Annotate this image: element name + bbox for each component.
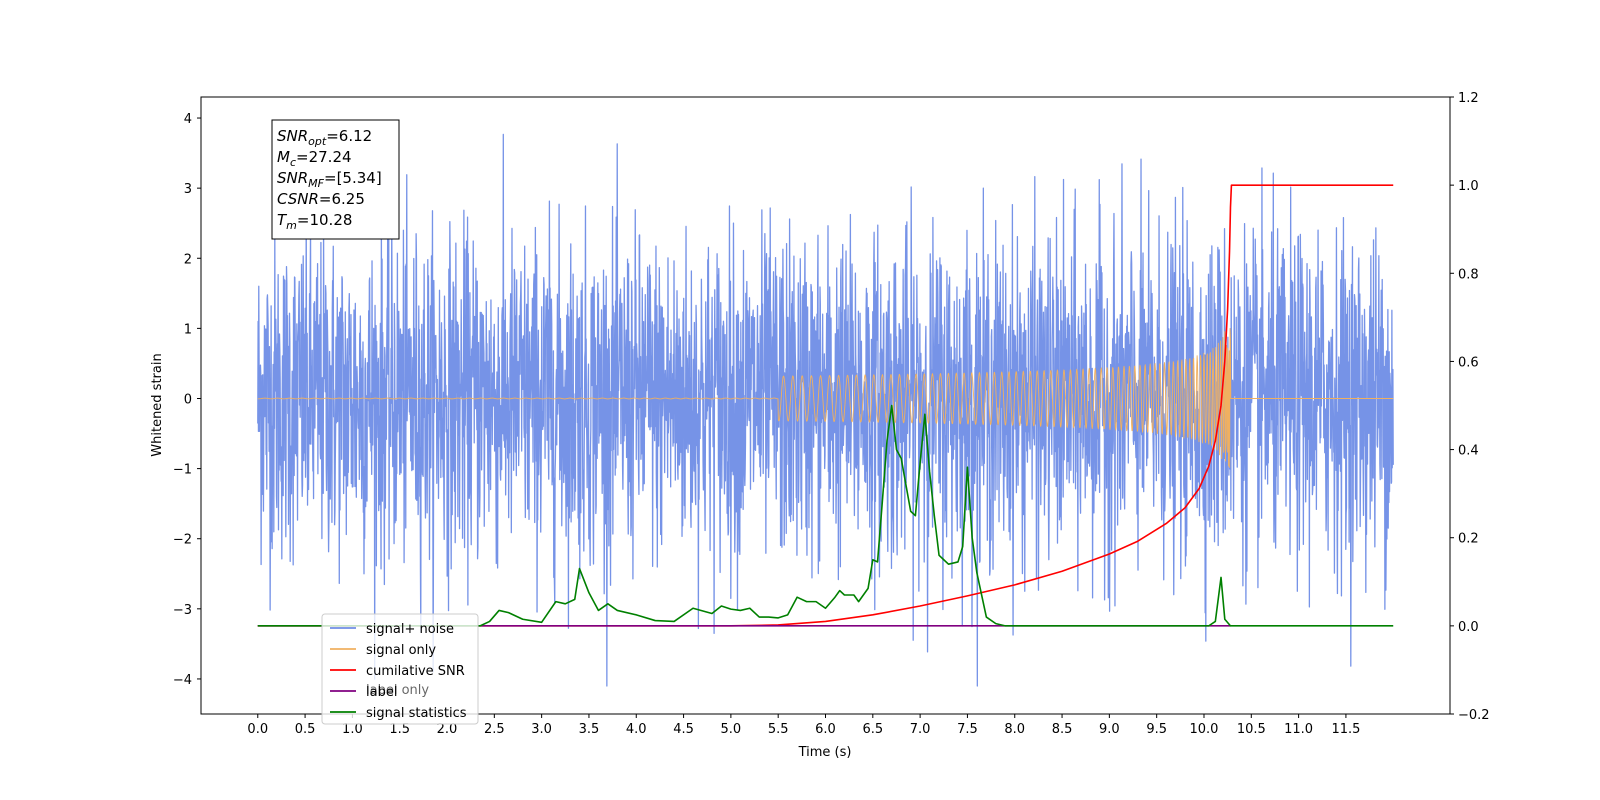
- y-right-tick-label-4: 0.4: [1458, 444, 1479, 459]
- x-tick-label-9: 4.5: [673, 722, 694, 737]
- x-tick-label-3: 1.5: [389, 722, 410, 737]
- stats-line-0: SNRopt=6.12: [277, 127, 372, 148]
- y-right-tick-label-6: 0.0: [1458, 620, 1479, 635]
- x-tick-label-18: 9.0: [1099, 722, 1120, 737]
- stats-line-4: Tm=10.28: [277, 211, 352, 232]
- x-axis-label: Time (s): [798, 745, 852, 760]
- y-left-tick-label-5: −1: [173, 463, 192, 478]
- stats-box-frame: [271, 119, 400, 240]
- x-tick-label-15: 7.5: [957, 722, 978, 737]
- y-left-tick-label-4: 0: [184, 392, 192, 407]
- y-right-tick-label-7: −0.2: [1458, 708, 1490, 723]
- legend-label-hidden: label only: [366, 683, 429, 698]
- y-axis-label-left: Whitened strain: [150, 353, 165, 456]
- y-right-tick-label-3: 0.6: [1458, 355, 1479, 370]
- legend-label-2: cumilative SNR: [366, 664, 465, 679]
- stats-box: SNRopt=6.12Mc=27.24SNRMF=[5.34]CSNR=6.25…: [271, 119, 400, 240]
- stats-line-3: CSNR=6.25: [277, 190, 365, 208]
- x-tick-label-22: 11.0: [1284, 722, 1313, 737]
- stats-lines: SNRopt=6.12Mc=27.24SNRMF=[5.34]CSNR=6.25…: [277, 127, 382, 232]
- y-right-tick-label-0: 1.2: [1458, 91, 1479, 106]
- x-tick-label-21: 10.5: [1237, 722, 1266, 737]
- y-left-tick-label-2: 2: [184, 252, 192, 267]
- x-ticks: 0.0 0.5 1.0 1.5 2.0 2.5 3.0 3.5 4.0 4.5 5.0 5.5 6.0 6…: [247, 714, 1360, 737]
- x-tick-label-8: 4.0: [626, 722, 647, 737]
- x-tick-label-1: 0.5: [295, 722, 316, 737]
- series-layer: [257, 133, 1394, 687]
- y-right-tick-label-5: 0.2: [1458, 532, 1479, 547]
- x-tick-label-11: 5.5: [768, 722, 789, 737]
- y-right-tick-label-2: 0.8: [1458, 267, 1479, 282]
- y-left-tick-label-8: −4: [173, 673, 192, 688]
- x-tick-label-16: 8.0: [1004, 722, 1025, 737]
- legend-label-0: signal+ noise: [366, 622, 454, 637]
- legend-label-1: signal only: [366, 643, 436, 658]
- x-tick-label-13: 6.5: [862, 722, 883, 737]
- y-left-tick-label-7: −3: [173, 603, 192, 618]
- legend-frame: [321, 613, 479, 725]
- series-line-2: [257, 184, 1394, 627]
- x-tick-label-6: 3.0: [531, 722, 552, 737]
- x-tick-label-7: 3.5: [579, 722, 600, 737]
- series-line-0: [257, 133, 1394, 687]
- x-tick-label-4: 2.0: [437, 722, 458, 737]
- y-ticks-left: 4 3 2 1 0 −1 −2 −3 −4: [173, 112, 201, 688]
- x-tick-label-19: 9.5: [1146, 722, 1167, 737]
- x-tick-label-14: 7.0: [910, 722, 931, 737]
- x-tick-label-0: 0.0: [247, 722, 268, 737]
- x-tick-label-17: 8.5: [1052, 722, 1073, 737]
- y-left-tick-label-6: −2: [173, 533, 192, 548]
- series-line-5: [257, 404, 1394, 627]
- y-left-tick-label-0: 4: [184, 112, 192, 127]
- series-line-1: [257, 327, 1394, 468]
- y-ticks-right: 1.2 1.0 0.8 0.6 0.4 0.2 0.0 −0.2: [1450, 91, 1490, 723]
- stats-line-2: SNRMF=[5.34]: [277, 169, 382, 190]
- legend-label-3: label: [366, 685, 397, 700]
- stats-line-1: Mc=27.24: [277, 148, 352, 169]
- y-right-tick-label-1: 1.0: [1458, 179, 1479, 194]
- x-tick-label-12: 6.0: [815, 722, 836, 737]
- y-left-tick-label-1: 3: [184, 182, 192, 197]
- legend: signal+ noise signal only cumilative SNR la…: [321, 613, 479, 725]
- legend-items: signal+ noise signal only cumilative SNR la…: [330, 622, 467, 721]
- legend-label-4: signal statistics: [366, 706, 467, 721]
- x-tick-label-20: 10.0: [1190, 722, 1219, 737]
- y-left-tick-label-3: 1: [184, 322, 192, 337]
- x-tick-label-5: 2.5: [484, 722, 505, 737]
- x-tick-label-2: 1.0: [342, 722, 363, 737]
- x-tick-label-23: 11.5: [1331, 722, 1360, 737]
- x-tick-label-10: 5.0: [721, 722, 742, 737]
